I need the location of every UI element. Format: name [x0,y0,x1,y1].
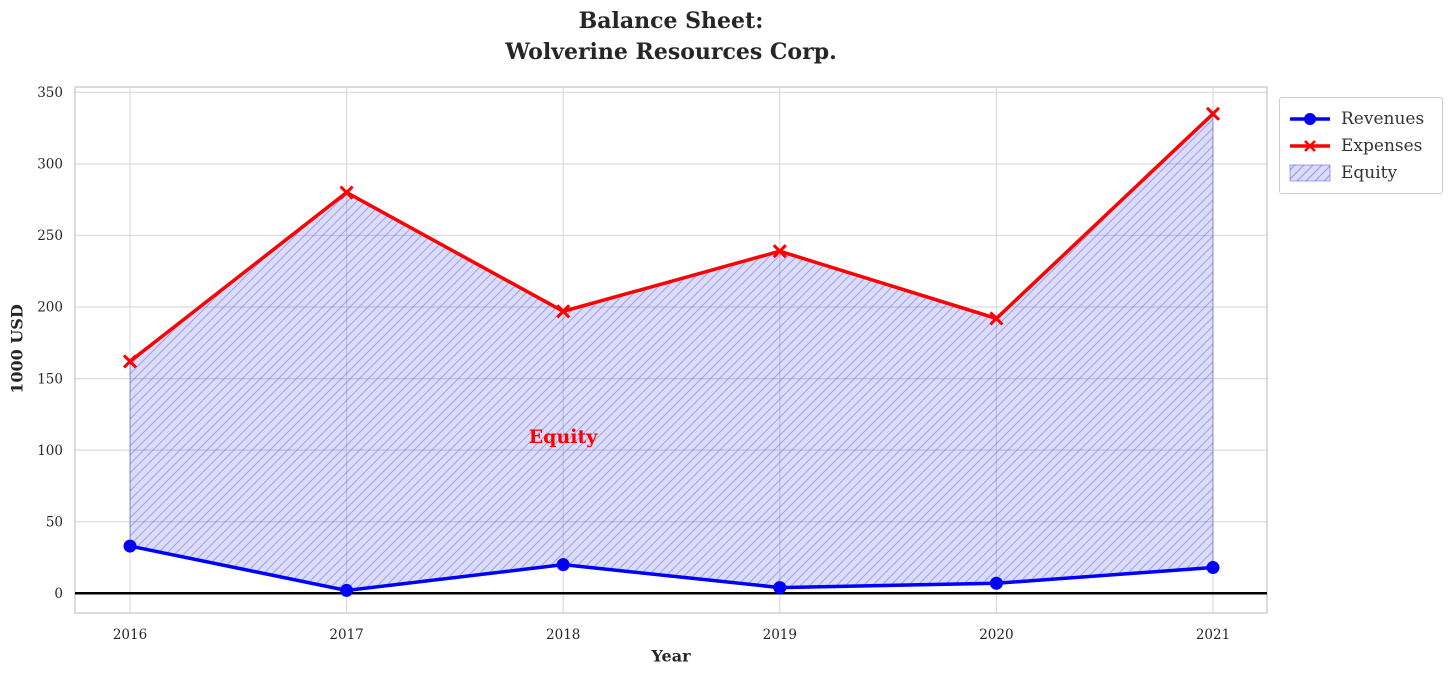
revenues-marker [1206,561,1220,575]
expenses-marker [122,354,138,369]
y-tick-label: 300 [37,157,63,173]
y-tick-label: 100 [37,443,63,459]
chart-title-line2: Wolverine Resources Corp. [505,39,837,65]
expenses-marker [1205,106,1221,121]
legend-label-revenues: Revenues [1341,108,1425,129]
expenses-marker [989,311,1004,326]
legend-item-equity: Equity [1288,159,1432,186]
equity-area-hatch [130,113,1213,591]
x-tick-label: 2018 [546,627,580,643]
expenses-marker [772,244,787,259]
revenues-marker [123,539,137,553]
x-tick-label: 2017 [329,627,363,643]
x-axis-label: Year [651,646,691,666]
expenses-line [128,112,1215,363]
equity-swatch-icon [1289,164,1331,181]
y-tick-label: 200 [37,300,63,316]
x-tick-label: 2019 [763,627,797,643]
y-axis-label: 1000 USD [7,304,27,394]
revenues-marker [340,583,354,597]
chart-title: Balance Sheet: Wolverine Resources Corp. [0,6,1342,68]
y-tick-label: 250 [37,228,63,244]
revenues-marker [989,576,1003,590]
revenues-marker [773,581,787,595]
chart-title-line1: Balance Sheet: [578,8,764,34]
revenues-marker [556,558,570,572]
x-tick-label: 2021 [1196,627,1230,643]
legend: Revenues Expenses Equity [1279,97,1443,194]
x-tick-label: 2020 [979,627,1013,643]
y-tick-label: 150 [37,371,63,387]
y-tick-label: 0 [54,586,63,602]
expenses-line-icon [1290,139,1330,152]
revenues-line-icon [1290,112,1330,125]
legend-item-expenses: Expenses [1288,132,1432,159]
y-tick-label: 50 [46,514,63,530]
y-tick-label: 350 [37,85,63,101]
legend-item-revenues: Revenues [1288,105,1432,132]
revenues-line [129,544,1214,593]
expenses-marker [339,185,354,200]
x-tick-label: 2016 [113,627,147,643]
plot-border [74,86,1268,614]
expenses-marker [556,304,571,319]
equity-annotation: Equity [528,426,598,448]
legend-label-expenses: Expenses [1341,135,1423,156]
legend-label-equity: Equity [1341,162,1398,183]
